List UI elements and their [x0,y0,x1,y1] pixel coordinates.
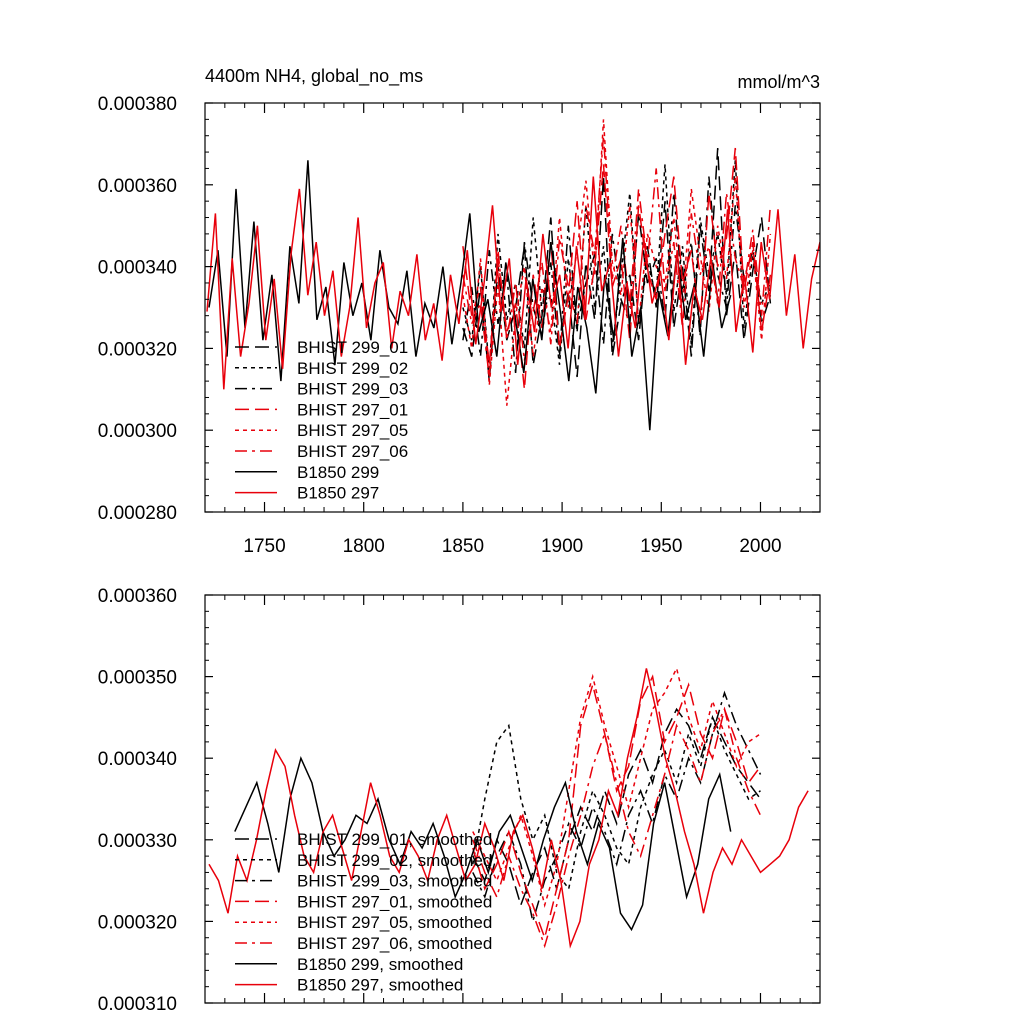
y-tick-label: 0.000310 [98,994,177,1015]
x-tick-label: 1900 [541,536,583,557]
panel-top: 4400m NH4, global_no_ms mmol/m^3 0.00028… [98,66,821,557]
legend-label: BHIST 297_06, smoothed [297,934,492,953]
legend-label: BHIST 299_03, smoothed [297,872,492,891]
legend-label: BHIST 299_01 [297,338,408,357]
legend-label: BHIST 299_03 [297,380,408,399]
y-tick-label: 0.000330 [98,831,177,852]
x-tick-label: 1950 [640,536,682,557]
legend-label: BHIST 299_02, smoothed [297,851,492,870]
legend-label: BHIST 297_05, smoothed [297,913,492,932]
y-tick-label: 0.000280 [98,503,177,524]
chart-title: 4400m NH4, global_no_ms [205,66,423,87]
series-line-1 [472,714,761,891]
y-tick-label: 0.000340 [98,258,177,279]
series-line-6 [208,160,732,431]
series-line-7 [208,668,809,949]
x-tick-label: 1750 [243,536,285,557]
legend-label: B1850 299 [297,463,379,482]
series-line-3 [472,674,762,941]
legend-label: BHIST 297_06 [297,442,408,461]
legend-label: B1850 297, smoothed [297,976,463,995]
panel-bottom: 0.000310 0.000320 0.000330 0.000340 0.000350… [98,586,821,1015]
y-tick-label: 0.000360 [98,176,177,197]
legend-label: BHIST 299_02 [297,359,408,378]
plot-frame [204,102,821,513]
legend-label: BHIST 297_01, smoothed [297,892,492,911]
units-label: mmol/m^3 [738,72,820,92]
x-tick-label: 1800 [343,536,385,557]
y-tick-label: 0.000360 [98,586,177,607]
series-line-7 [206,176,820,390]
legend-label: BHIST 297_05 [297,421,408,440]
series-line-6 [234,755,732,932]
y-tick-label: 0.000380 [98,94,177,115]
legend-label: BHIST 299_01, smoothed [297,830,492,849]
plot-area-top: 0.000280 0.000300 0.000320 0.000340 0.000360… [98,94,821,557]
y-tick-label: 0.000340 [98,749,177,770]
x-tick-label: 1850 [442,536,484,557]
legend-label: B1850 299, smoothed [297,955,463,974]
y-tick-label: 0.000320 [98,912,177,933]
plot-frame [204,594,821,1004]
y-tick-label: 0.000320 [98,339,177,360]
series-line-1 [462,160,772,369]
series-line-4 [472,666,761,908]
series-line-2 [472,690,762,922]
series-line-4 [462,119,772,406]
plot-area-bottom: 0.000310 0.000320 0.000330 0.000340 0.000350… [98,586,821,1015]
series-line-5 [462,135,772,378]
y-tick-label: 0.000300 [98,421,177,442]
y-tick-label: 0.000350 [98,668,177,689]
legend-label: B1850 297 [297,484,379,503]
x-tick-label: 2000 [739,536,781,557]
legend-label: BHIST 297_01 [297,400,408,419]
